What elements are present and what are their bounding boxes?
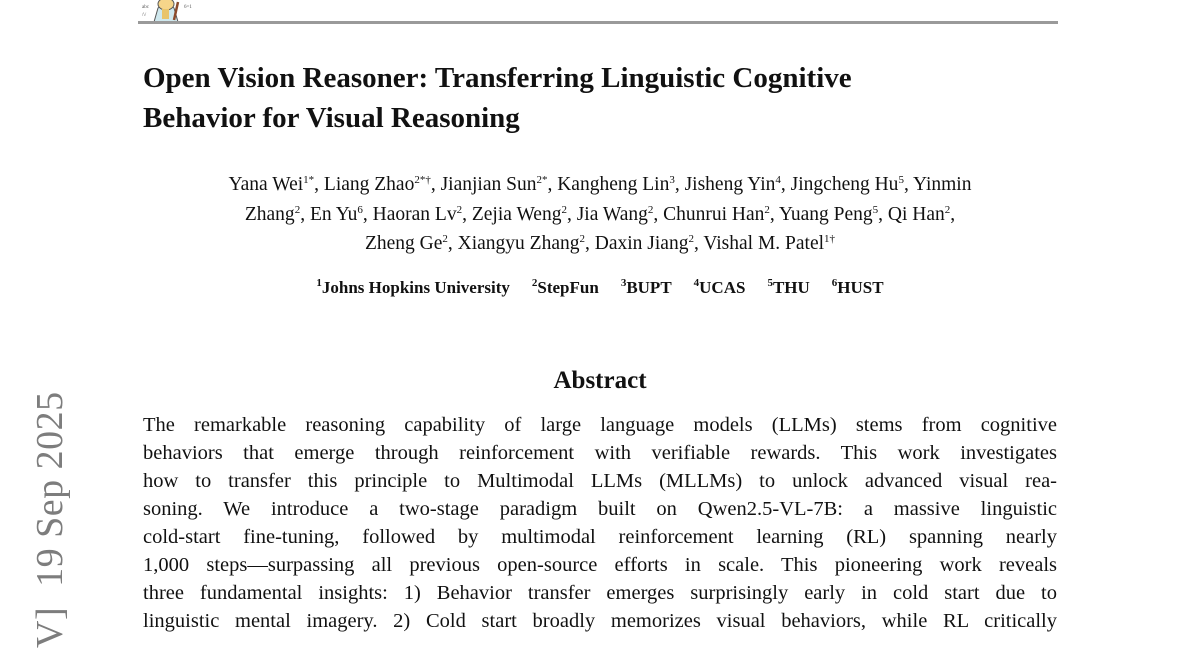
title-line: Behavior for Visual Reasoning bbox=[143, 102, 520, 134]
author-affiliation-mark: 2 bbox=[647, 203, 654, 216]
author-name: Zhang bbox=[244, 203, 295, 225]
author-affiliation-mark: 2*† bbox=[414, 174, 431, 186]
author-name: , Haoran Lv bbox=[362, 203, 457, 225]
affiliation-name: THU bbox=[772, 278, 810, 297]
affiliation-name: Johns Hopkins University bbox=[321, 278, 510, 297]
affiliation-name: BUPT bbox=[626, 278, 672, 297]
affiliation: 2StepFun bbox=[531, 277, 599, 298]
author-name: , Jisheng Yin bbox=[674, 174, 776, 195]
author-name: , Vishal M. Patel bbox=[693, 233, 825, 254]
abstract-line: cold-start fine-tuning, followed by mult… bbox=[143, 526, 1057, 548]
author-list: Yana Wei1*, Liang Zhao2*†, Jianjian Sun2… bbox=[130, 170, 1070, 259]
mascot-logo-icon: abc /\/ 6=1 bbox=[142, 0, 192, 22]
affiliations: 1Johns Hopkins University 2StepFun 3BUPT 4U… bbox=[130, 278, 1070, 298]
svg-text:6=1: 6=1 bbox=[184, 5, 192, 10]
author-name: , Zejia Weng bbox=[462, 203, 562, 225]
author-name: , Xiangyu Zhang bbox=[447, 233, 580, 254]
affiliation-number: 1 bbox=[316, 277, 322, 289]
author-affiliation-mark: 5 bbox=[872, 203, 879, 216]
author-line: Zheng Ge2, Xiangyu Zhang2, Daxin Jiang2,… bbox=[130, 229, 1070, 259]
title-line: Open Vision Reasoner: Transferring Lingu… bbox=[143, 62, 852, 94]
author-name: Zheng Ge bbox=[364, 233, 443, 254]
affiliation: 4UCAS bbox=[693, 277, 746, 298]
author-name: , Yuang Peng bbox=[769, 203, 873, 225]
author-affiliation-mark: 2 bbox=[688, 233, 694, 245]
author-affiliation-mark: 2 bbox=[764, 203, 770, 216]
header-rule bbox=[138, 21, 1058, 24]
svg-text:abc: abc bbox=[142, 5, 150, 10]
author-name: , Liang Zhao bbox=[314, 174, 415, 195]
abstract-line: The remarkable reasoning capability of l… bbox=[143, 414, 1057, 436]
abstract-line: how to transfer this principle to Multim… bbox=[143, 470, 1057, 492]
author-affiliation-mark: 2 bbox=[579, 233, 586, 245]
author-name: , Chunrui Han bbox=[653, 203, 765, 225]
author-affiliation-mark: 1* bbox=[303, 174, 315, 186]
abstract-body: The remarkable reasoning capability of l… bbox=[143, 411, 1057, 635]
affiliation-number: 3 bbox=[620, 277, 627, 289]
author-name: , Jingcheng Hu bbox=[780, 174, 899, 195]
affiliation: 3BUPT bbox=[620, 277, 672, 298]
affiliation-number: 4 bbox=[693, 277, 700, 289]
author-affiliation-mark: 2 bbox=[294, 203, 301, 216]
svg-text:/\/: /\/ bbox=[142, 13, 147, 18]
affiliation: 1Johns Hopkins University bbox=[316, 277, 510, 298]
author-name: , Kangheng Lin bbox=[547, 174, 670, 195]
author-affiliation-mark: 2 bbox=[944, 203, 951, 216]
abstract-line: linguistic mental imagery. 2) Cold start… bbox=[143, 610, 1057, 632]
author-name: , En Yu bbox=[300, 203, 358, 225]
author-affiliation-mark: 2 bbox=[561, 203, 567, 216]
author-name: , Jianjian Sun bbox=[430, 174, 537, 195]
abstract-line: 1,000 steps—surpassing all previous open… bbox=[143, 554, 1057, 576]
affiliation-name: HUST bbox=[837, 278, 884, 297]
author-affiliation-mark: 6 bbox=[357, 203, 363, 216]
author-name: , Jia Wang bbox=[566, 203, 648, 225]
abstract-line: three fundamental insights: 1) Behavior … bbox=[143, 582, 1057, 604]
author-affiliation-mark: 2 bbox=[456, 203, 463, 216]
affiliation-number: 2 bbox=[531, 277, 538, 289]
author-affiliation-mark: 4 bbox=[775, 174, 781, 186]
author-affiliation-mark: 3 bbox=[669, 174, 675, 186]
abstract-line: soning. We introduce a two-stage paradig… bbox=[143, 498, 1057, 520]
affiliation-name: UCAS bbox=[699, 278, 746, 297]
author-name: , Daxin Jiang bbox=[585, 233, 689, 254]
author-name: , Qi Han bbox=[878, 203, 945, 225]
author-line: Yana Wei1*, Liang Zhao2*†, Jianjian Sun2… bbox=[130, 170, 1070, 200]
author-name: , Yinmin bbox=[903, 174, 972, 195]
author-name: Yana Wei bbox=[228, 174, 304, 195]
affiliation: 6HUST bbox=[831, 277, 884, 298]
affiliation-number: 6 bbox=[831, 277, 838, 289]
author-affiliation-mark: 2 bbox=[442, 233, 448, 245]
author-affiliation-mark: 5 bbox=[898, 174, 904, 186]
author-affiliation-mark: 2* bbox=[536, 174, 548, 186]
arxiv-side-stamp: V] 19 Sep 2025 bbox=[29, 391, 71, 648]
affiliation-name: StepFun bbox=[537, 278, 599, 297]
affiliation-number: 5 bbox=[767, 277, 773, 289]
abstract-line: behaviors that emerge through reinforcem… bbox=[143, 442, 1057, 464]
abstract-heading: Abstract bbox=[553, 367, 647, 394]
affiliation: 5THU bbox=[767, 277, 810, 298]
paper-title: Open Vision Reasoner: Transferring Lingu… bbox=[143, 58, 1063, 138]
author-line: Zhang2, En Yu6, Haoran Lv2, Zejia Weng2,… bbox=[130, 200, 1070, 230]
author-affiliation-mark: 1† bbox=[824, 233, 836, 245]
author-name: , bbox=[950, 203, 956, 225]
